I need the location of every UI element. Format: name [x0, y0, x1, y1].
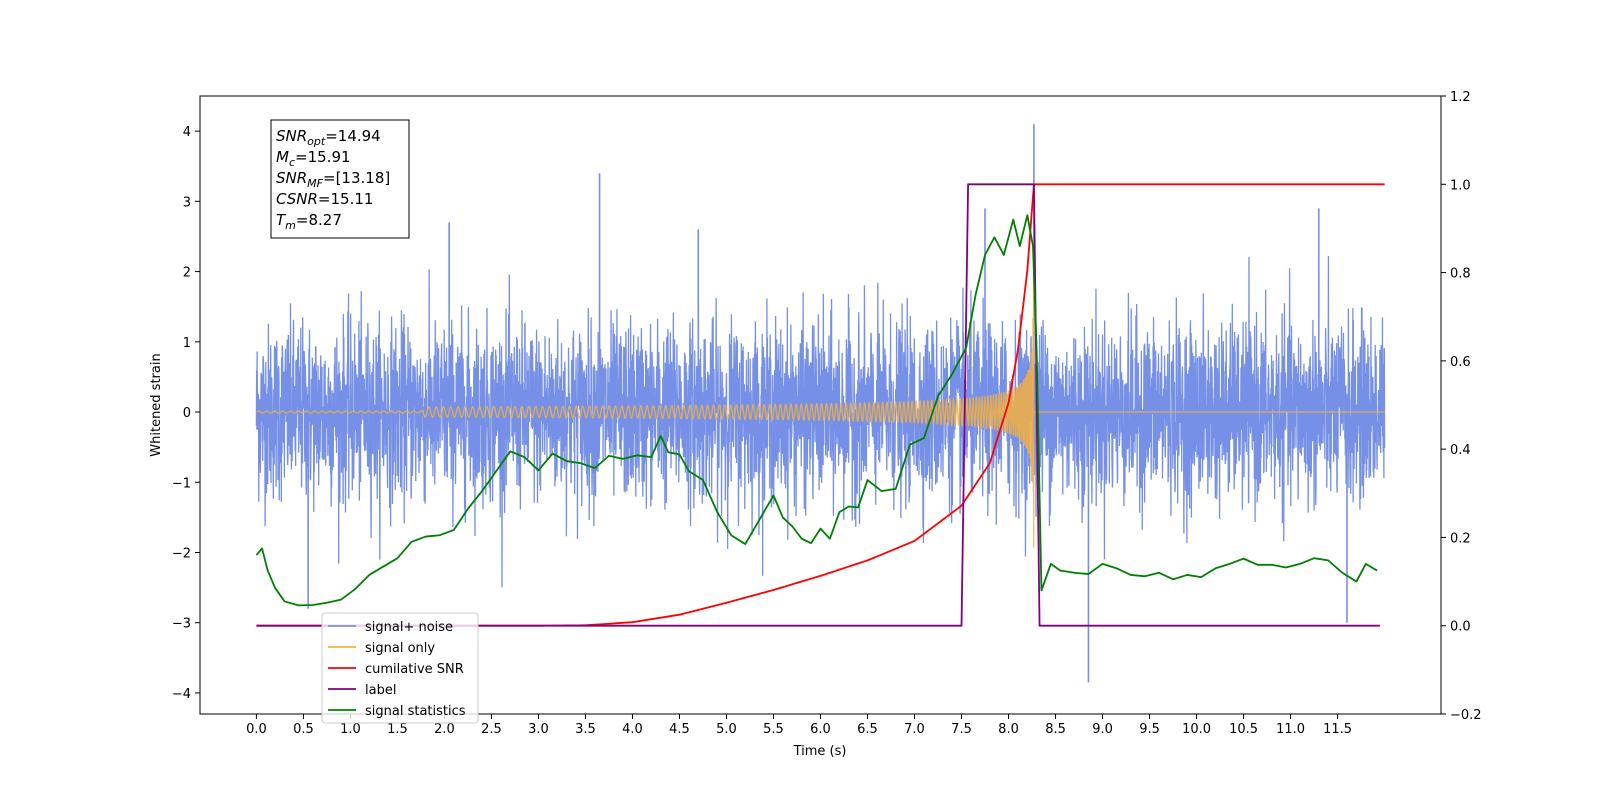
- x-tick-label: 3.0: [528, 722, 549, 737]
- legend-label: signal only: [365, 641, 435, 656]
- x-tick-label: 4.0: [622, 722, 643, 737]
- plot-area: [255, 124, 1386, 683]
- x-tick-label: 2.5: [481, 722, 502, 737]
- x-tick-label: 7.0: [904, 722, 925, 737]
- x-tick-label: 1.5: [387, 722, 408, 737]
- x-tick-label: 3.5: [575, 722, 596, 737]
- x-tick-label: 10.0: [1182, 722, 1211, 737]
- y2-tick-label: 0.0: [1450, 620, 1471, 635]
- info-box-line: Mc=15.91: [276, 148, 351, 169]
- x-tick-label: 5.5: [763, 722, 784, 737]
- legend: signal+ noise signal only cumilative SNR la…: [321, 612, 479, 724]
- x-tick-label: 11.0: [1276, 722, 1305, 737]
- x-tick-label: 5.0: [716, 722, 737, 737]
- x-tick-label: 1.0: [340, 722, 361, 737]
- legend-label: cumilative SNR: [365, 662, 464, 677]
- x-tick-label: 11.5: [1323, 722, 1352, 737]
- info-box-line: CSNR=15.11: [276, 190, 373, 208]
- x-tick-label: 8.5: [1045, 722, 1066, 737]
- info-box-line: SNRopt=14.94: [276, 127, 381, 148]
- y-tick-label: −3: [172, 617, 191, 632]
- info-box-line: SNRMF=[13.18]: [276, 169, 390, 190]
- info-box: SNRopt=14.94Mc=15.91SNRMF=[13.18]CSNR=15…: [270, 119, 410, 239]
- info-box-line: Tm=8.27: [276, 211, 342, 232]
- legend-label: signal+ noise: [365, 620, 453, 635]
- y2-tick-label: 0.6: [1450, 355, 1471, 370]
- y2-tick-label: −0.2: [1450, 708, 1482, 723]
- series-signal-only-line: [256, 272, 1385, 548]
- x-tick-label: 4.5: [669, 722, 690, 737]
- y-tick-label: 4: [183, 125, 191, 140]
- y2-tick-label: 0.4: [1450, 443, 1471, 458]
- x-tick-label: 8.0: [998, 722, 1019, 737]
- y-tick-label: 0: [183, 406, 191, 421]
- y2-tick-label: 0.8: [1450, 267, 1471, 282]
- x-tick-label: 10.5: [1229, 722, 1258, 737]
- x-tick-label: 7.5: [951, 722, 972, 737]
- legend-frame: [321, 612, 479, 724]
- x-tick-label: 0.0: [246, 722, 267, 737]
- series-signal-noise-line: [255, 255, 1386, 588]
- legend-label: signal statistics: [365, 704, 466, 719]
- x-tick-label: 0.5: [293, 722, 314, 737]
- series-signal-statistics-line: [255, 214, 1378, 607]
- x-tick-label: 6.5: [857, 722, 878, 737]
- x-axis-label: Time (s): [793, 744, 847, 759]
- info-box-frame: [270, 119, 410, 239]
- x-tick-label: 9.0: [1092, 722, 1113, 737]
- y2-tick-label: 0.2: [1450, 531, 1471, 546]
- axes: 0.0 0.5 1.0 1.5 2.0 2.5 3.0 3.5 4.0 4.5 5.0 5.5 6.0 6…: [172, 90, 1482, 737]
- y-tick-label: 1: [183, 336, 191, 351]
- x-tick-label: 9.5: [1139, 722, 1160, 737]
- legend-label: label: [365, 683, 396, 698]
- y-tick-label: −1: [172, 476, 191, 491]
- y2-tick-label: 1.2: [1450, 90, 1471, 105]
- y-tick-label: −4: [172, 687, 191, 702]
- series-cumulative-snr-line: [256, 183, 1385, 627]
- y-axis-label: Whitened strain: [149, 353, 164, 456]
- x-tick-label: 2.0: [434, 722, 455, 737]
- series-label-line: [256, 183, 1380, 627]
- y-tick-label: 3: [183, 195, 191, 210]
- y-tick-label: −2: [172, 546, 191, 561]
- y-tick-label: 2: [183, 266, 191, 281]
- y2-tick-label: 1.0: [1450, 178, 1471, 193]
- x-tick-label: 6.0: [810, 722, 831, 737]
